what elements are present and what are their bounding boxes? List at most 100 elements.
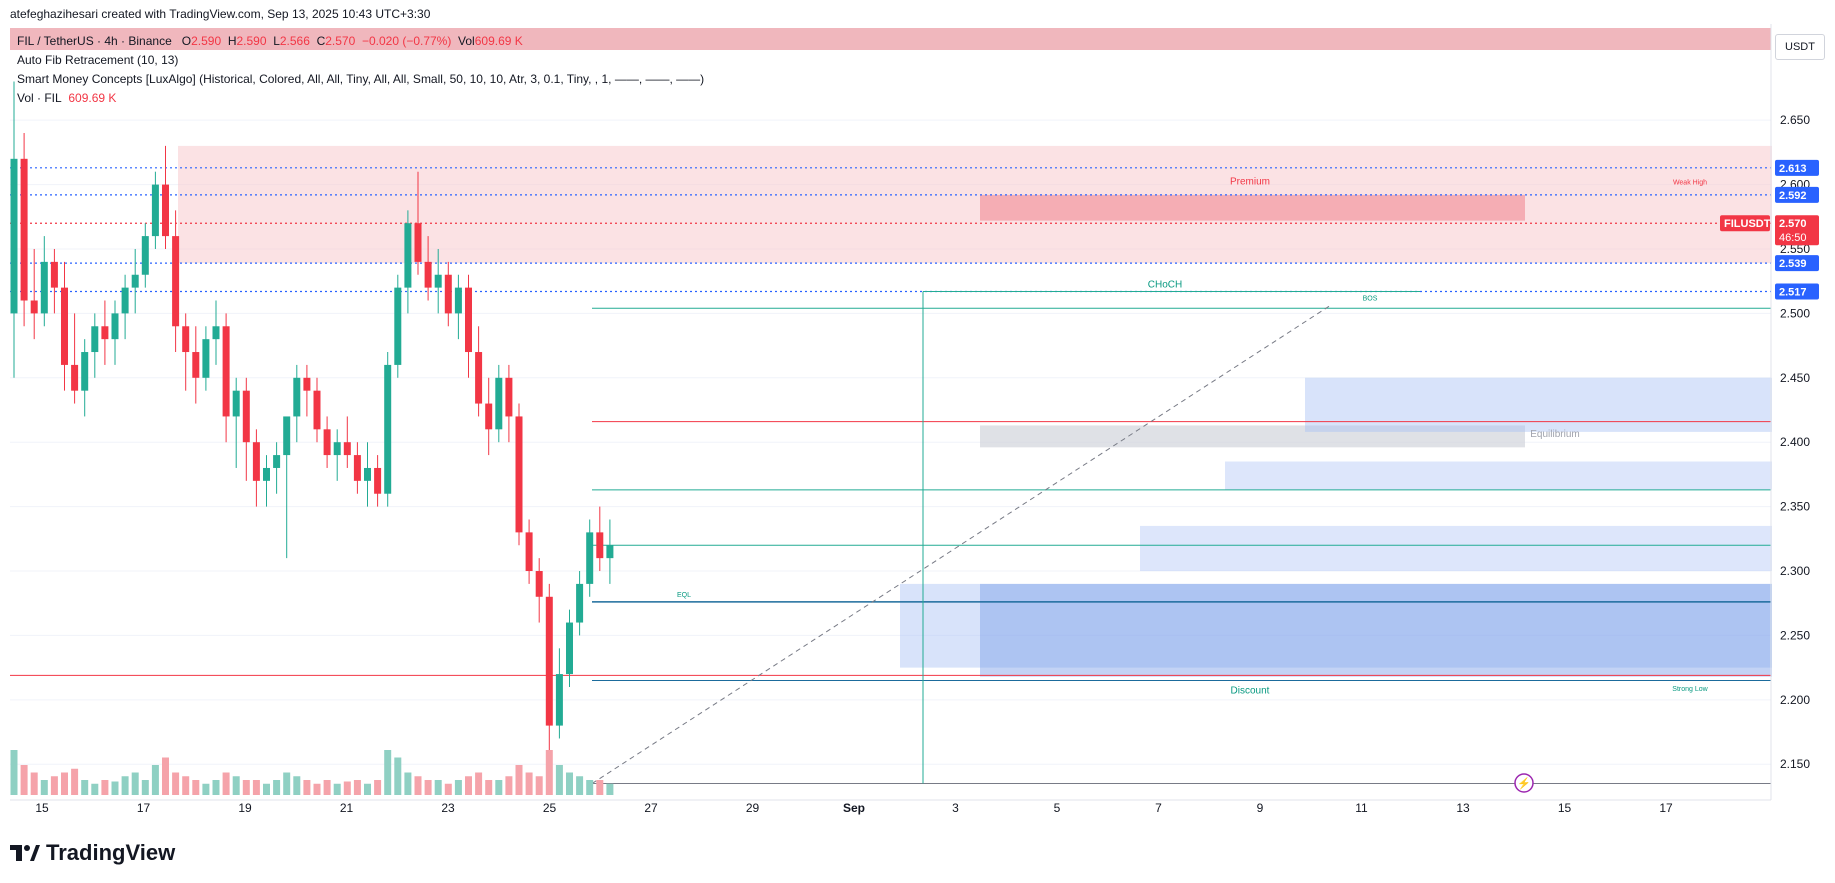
candle-body [475, 352, 483, 404]
price-label-tag [1775, 255, 1819, 272]
time-tick-label: 13 [1456, 801, 1470, 815]
candle-body [505, 377, 513, 417]
volume-bar [343, 781, 351, 795]
candle-body [50, 261, 58, 288]
volume-bar [525, 772, 533, 795]
volume-bar [586, 780, 594, 795]
vol-value: 609.69 K [474, 34, 523, 48]
volume-bar [444, 783, 452, 795]
low-label: L [273, 34, 280, 48]
candle-body [263, 467, 270, 481]
tradingview-logo[interactable]: TradingView [10, 840, 175, 866]
demand-zone-1 [1140, 525, 1772, 572]
discount-zone [900, 583, 1772, 668]
time-tick-label: 17 [137, 801, 151, 815]
candle-body [333, 442, 341, 456]
volume-bar [222, 772, 230, 795]
low-value: 2.566 [279, 34, 310, 48]
volume-bar [111, 781, 119, 795]
volume-bar [596, 780, 604, 795]
high-label: H [227, 34, 237, 48]
currency-button[interactable]: USDT [1775, 34, 1825, 60]
time-tick-label: Sep [843, 801, 865, 815]
candle-body [586, 532, 594, 584]
chart-annotation: Strong Low [1672, 686, 1708, 693]
time-tick-label: 19 [238, 801, 252, 815]
symbol-tag [1720, 215, 1770, 232]
volume-bar [424, 780, 432, 795]
price-tick-label: 2.500 [1780, 306, 1810, 320]
volume-bar [353, 780, 361, 795]
indicator-volume[interactable]: Vol · FIL 609.69 K [17, 89, 704, 108]
candle-body [535, 571, 543, 597]
indicator-smc[interactable]: Smart Money Concepts [LuxAlgo] (Historic… [17, 72, 705, 86]
volume-bar [91, 783, 99, 795]
volume-bar [30, 772, 38, 795]
volume-bar [20, 765, 28, 795]
tradingview-logo-icon [10, 845, 40, 861]
indicator-fib[interactable]: Auto Fib Retracement (10, 13) [17, 53, 179, 67]
candle-body [495, 377, 503, 430]
close-label: C [316, 34, 326, 48]
open-value: 2.590 [191, 34, 222, 48]
volume-bar [495, 780, 503, 795]
volume-bar [384, 750, 392, 795]
time-tick-label: 29 [746, 801, 760, 815]
price-label-tag [1775, 159, 1819, 176]
candle-body [374, 467, 382, 494]
price-label-value: 2.539 [1779, 258, 1807, 270]
candle-body [252, 442, 260, 481]
volume-bar [61, 772, 68, 795]
order-block-bearish [980, 194, 1525, 221]
volume-bar [283, 772, 291, 795]
candle-body [273, 455, 281, 468]
volume-bar [232, 776, 240, 795]
demand-zone-3 [1305, 377, 1772, 432]
symbol-tag-text: FILUSDT [1724, 218, 1771, 230]
ohlc-row[interactable]: FIL / TetherUS · 4h · Binance O2.590 H 2.… [17, 32, 704, 51]
candle-body [444, 274, 452, 314]
candle-body [394, 287, 402, 365]
candle-body [404, 223, 412, 288]
volume-bar [71, 768, 79, 795]
open-label: O [181, 34, 192, 48]
candle-body [20, 158, 28, 301]
candle-body [131, 274, 139, 288]
time-tick-label: 27 [644, 801, 658, 815]
volume-value: 609.69 K [68, 91, 117, 105]
chart-annotation: BOS [1363, 296, 1378, 303]
candle-body [303, 377, 311, 391]
candle-body [313, 390, 321, 430]
last-price-tag [1775, 215, 1819, 246]
candle-body [30, 300, 38, 314]
volume-bar [263, 783, 270, 795]
volume-bar [141, 780, 149, 795]
volume-bar [81, 780, 89, 795]
volume-bar [273, 780, 281, 795]
volume-bar [485, 780, 493, 795]
candle-body [414, 223, 422, 262]
volume-bar [101, 780, 109, 795]
volume-bar [374, 780, 382, 795]
volume-bar [242, 780, 250, 795]
candle-body [596, 532, 604, 559]
price-tick-label: 2.250 [1780, 628, 1810, 642]
price-tick-label: 2.400 [1780, 435, 1810, 449]
chart-annotation: CHoCH [1148, 280, 1182, 291]
candle-body [101, 326, 109, 340]
chart-annotation: Equilibrium [1530, 429, 1579, 440]
candle-body [293, 377, 301, 417]
candle-body [485, 403, 493, 430]
time-tick-label: 17 [1659, 801, 1673, 815]
price-label-value: 2.613 [1779, 163, 1807, 175]
price-tick-label: 2.150 [1780, 757, 1810, 771]
candle-body [364, 467, 371, 481]
countdown-value: 46:50 [1779, 232, 1807, 244]
symbol-title: FIL / TetherUS · 4h · Binance [17, 34, 172, 48]
volume-bar [323, 780, 331, 795]
volume-bar [545, 750, 553, 795]
candle-body [434, 274, 442, 288]
candle-body [151, 184, 159, 237]
volume-bar [515, 765, 523, 795]
